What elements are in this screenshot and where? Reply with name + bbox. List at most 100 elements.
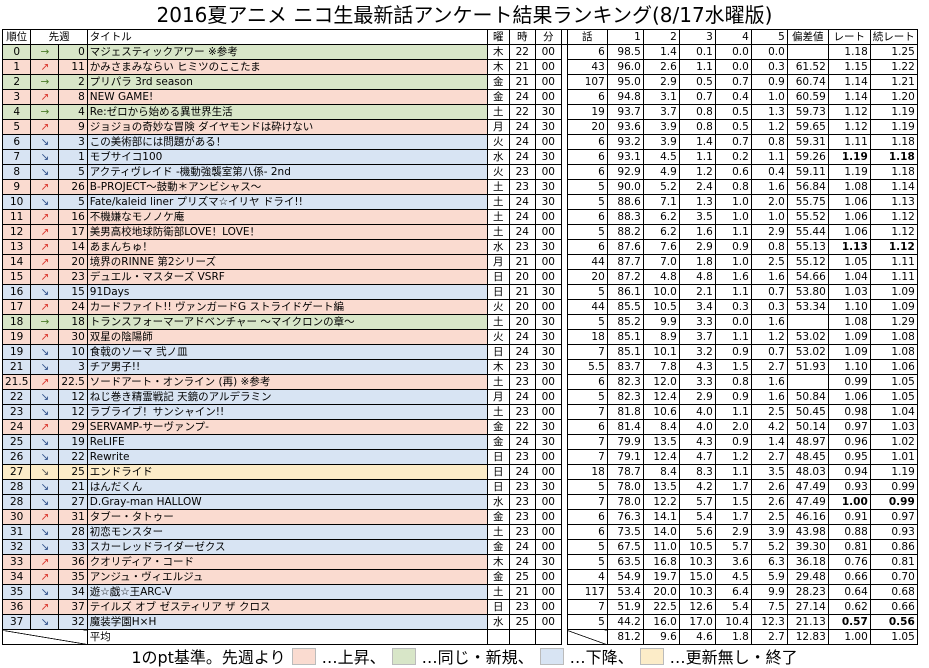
cell-deviation: 28.23 [786, 584, 829, 600]
cell-prev: 8 [58, 89, 88, 105]
cell-episode: 18 [566, 464, 608, 480]
cell-title: エンドライド [86, 464, 488, 480]
cell-prev: 3 [58, 134, 88, 150]
cell-score-4: 0.7 [714, 74, 752, 90]
cell-trend-arrow: ↘ [30, 389, 60, 405]
cell-trend-arrow: ↗ [30, 89, 60, 105]
cell-score-1: 81.8 [606, 404, 644, 420]
cell-minute: 00 [534, 44, 562, 60]
cell-deviation: 29.48 [786, 569, 829, 585]
cell-trend-arrow: ↗ [30, 599, 60, 615]
cell-rate: 1.18 [827, 44, 871, 60]
cell-hour: 24 [508, 224, 536, 240]
cell-hour: 23 [508, 179, 536, 195]
cell-hour: 24 [508, 329, 536, 345]
cell-hour: 22 [508, 44, 536, 60]
cell-title: トランスフォーマーアドベンチャー ～マイクロンの章～ [86, 314, 488, 330]
cell-score-3: 1.3 [678, 194, 716, 210]
cell-score-2: 3.9 [642, 134, 680, 150]
cell-score-1: 67.5 [606, 539, 644, 555]
cell-score-5: 0.8 [750, 134, 788, 150]
cell-trend-arrow: ↘ [30, 284, 60, 300]
cell-cont-rate: 1.29 [869, 314, 918, 330]
table-row: 31 ↘ 28 初恋モンスター土 23 00 6 73.5 14.0 5.6 2.9 3.9 43.98… [1, 524, 918, 540]
cell-score-4: 0.8 [714, 374, 752, 390]
cell-score-4: 0.0 [714, 314, 752, 330]
table-row: 21 ↘ 3 チア男子!! 木 23 30 5.5 83.7 7.8 4.3 1.5 2.7 51.93 1… [1, 359, 918, 375]
cell-cont-rate: 1.18 [869, 134, 918, 150]
cell-day: 月 [486, 119, 510, 135]
cell-hour: 23 [508, 404, 536, 420]
cell-day: 日 [486, 599, 510, 615]
cell-score-5: 1.6 [750, 179, 788, 195]
cell-hour: 24 [508, 344, 536, 360]
cell-trend-arrow: → [30, 314, 60, 330]
cell-score-3: 0.1 [678, 44, 716, 60]
cell-day: 日 [486, 449, 510, 465]
cell-minute: 00 [534, 464, 562, 480]
cell-rate: 1.04 [827, 269, 871, 285]
cell-day: 土 [486, 374, 510, 390]
cell-deviation: 43.98 [786, 524, 829, 540]
cell-episode: 7 [566, 344, 608, 360]
cell-rate: 0.98 [827, 404, 871, 420]
cell-trend-arrow: → [30, 104, 60, 120]
cell-episode: 107 [566, 74, 608, 90]
cell-rank: 37 [1, 614, 32, 630]
cell-title: プリパラ 3rd season [86, 74, 488, 90]
cell-score-2: 8.9 [642, 329, 680, 345]
cell-score-3: 0.7 [678, 89, 716, 105]
cell-cont-rate: 1.22 [869, 59, 918, 75]
cell-title: テイルズ オブ ゼスティリア ザ クロス [86, 599, 488, 615]
col-day: 曜 [486, 29, 510, 45]
cell-minute: 30 [534, 479, 562, 495]
cell-trend-arrow: ↘ [30, 494, 60, 510]
cell-rate: 1.09 [827, 329, 871, 345]
table-row: 13 ↗ 14 あまんちゅ！水 23 30 6 87.6 7.6 2.9 0.9 0.8 55.13 1.… [1, 239, 918, 255]
cell-prev: 14 [58, 239, 88, 255]
cell-prev: 23 [58, 269, 88, 285]
cell-deviation [786, 314, 829, 330]
cell-cont-rate: 0.56 [869, 614, 918, 630]
average-deviation: 12.83 [786, 629, 829, 645]
cell-rate: 1.05 [827, 254, 871, 270]
cell-prev: 5 [58, 164, 88, 180]
table-row: 32 ↘ 33 スカーレッドライダーゼクス金 24 00 5 67.5 11.0 10.5 5.7 5… [1, 539, 918, 555]
cell-day: 土 [486, 209, 510, 225]
cell-trend-arrow: ↘ [30, 584, 60, 600]
table-row: 27 ↘ 25 エンドライド日 24 00 18 78.7 8.4 8.3 1.1 3.5 48.03 0… [1, 464, 918, 480]
cell-trend-arrow: ↗ [30, 239, 60, 255]
cell-score-1: 79.1 [606, 449, 644, 465]
cell-score-5: 7.5 [750, 599, 788, 615]
table-row: 37 ↘ 32 魔装学園H×H 水 25 00 5 44.2 16.0 17.0 10.4 12.3 21… [1, 614, 918, 630]
cell-rate: 1.08 [827, 179, 871, 195]
cell-day: 水 [486, 239, 510, 255]
cell-rank: 30 [1, 509, 32, 525]
cell-day: 月 [486, 389, 510, 405]
cell-score-1: 95.0 [606, 74, 644, 90]
cell-score-3: 3.3 [678, 374, 716, 390]
cell-score-1: 87.2 [606, 269, 644, 285]
cell-day: 金 [486, 569, 510, 585]
cell-title: 初恋モンスター [86, 524, 488, 540]
cell-episode: 4 [566, 569, 608, 585]
average-5: 2.7 [750, 629, 788, 645]
cell-score-4: 1.5 [714, 359, 752, 375]
cell-episode: 5 [566, 314, 608, 330]
cell-hour: 24 [508, 209, 536, 225]
cell-score-4: 0.2 [714, 149, 752, 165]
cell-deviation: 51.93 [786, 359, 829, 375]
cell-score-2: 9.9 [642, 314, 680, 330]
cell-prev: 28 [58, 524, 88, 540]
table-row: 6 ↘ 3 この美術部には問題がある！火 24 00 6 93.2 3.9 1.4 0.7 0.8 59… [1, 134, 918, 150]
cell-rank: 32 [1, 539, 32, 555]
cell-rank: 34 [1, 569, 32, 585]
cell-hour: 22 [508, 104, 536, 120]
cell-score-4: 0.9 [714, 344, 752, 360]
cell-score-2: 12.2 [642, 494, 680, 510]
cell-score-5: 1.0 [750, 89, 788, 105]
cell-score-3: 4.3 [678, 434, 716, 450]
cell-day: 水 [486, 149, 510, 165]
cell-score-3: 3.4 [678, 299, 716, 315]
legend-same-text: …同じ・新規、 [421, 648, 534, 667]
